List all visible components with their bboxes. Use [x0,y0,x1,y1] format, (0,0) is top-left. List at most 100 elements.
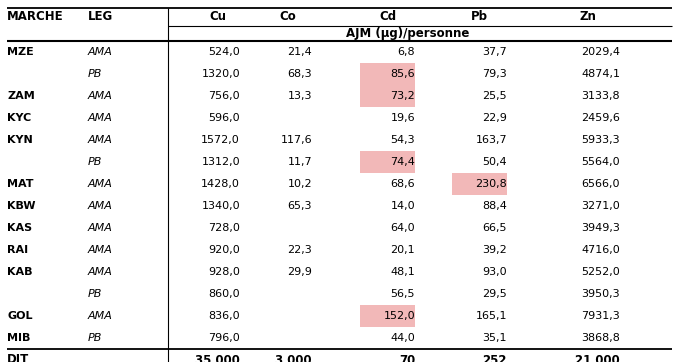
Text: KYN: KYN [7,135,33,145]
Text: 70: 70 [399,354,415,362]
Text: 85,6: 85,6 [390,69,415,79]
Bar [360,85,415,107]
Text: 93,0: 93,0 [482,267,507,277]
Text: 68,3: 68,3 [287,69,312,79]
Text: AJM (µg)/personne: AJM (µg)/personne [347,27,470,40]
Text: 4874,1: 4874,1 [581,69,620,79]
Text: 3 000: 3 000 [275,354,312,362]
Text: 74,4: 74,4 [390,157,415,167]
Text: KBW: KBW [7,201,35,211]
Text: 1572,0: 1572,0 [202,135,240,145]
Text: 1428,0: 1428,0 [201,179,240,189]
Text: 25,5: 25,5 [482,91,507,101]
Text: 35,1: 35,1 [483,333,507,343]
Text: AMA: AMA [88,113,113,123]
Text: 22,9: 22,9 [482,113,507,123]
Text: KAS: KAS [7,223,32,233]
Text: PB: PB [88,333,102,343]
Text: AMA: AMA [88,47,113,57]
Text: 5933,3: 5933,3 [582,135,620,145]
Text: 2029,4: 2029,4 [581,47,620,57]
Text: 3949,3: 3949,3 [581,223,620,233]
Text: 3133,8: 3133,8 [582,91,620,101]
Text: 928,0: 928,0 [208,267,240,277]
Text: 50,4: 50,4 [482,157,507,167]
Text: 19,6: 19,6 [390,113,415,123]
Text: 4716,0: 4716,0 [582,245,620,255]
Text: 1320,0: 1320,0 [202,69,240,79]
Text: 65,3: 65,3 [287,201,312,211]
Bar [360,63,415,85]
Text: AMA: AMA [88,179,113,189]
Text: 2459,6: 2459,6 [581,113,620,123]
Text: 3868,8: 3868,8 [581,333,620,343]
Text: 35 000: 35 000 [195,354,240,362]
Text: AMA: AMA [88,135,113,145]
Bar [360,305,415,327]
Text: 13,3: 13,3 [287,91,312,101]
Text: 5564,0: 5564,0 [582,157,620,167]
Text: 152,0: 152,0 [383,311,415,321]
Text: 88,4: 88,4 [482,201,507,211]
Text: AMA: AMA [88,311,113,321]
Text: AMA: AMA [88,267,113,277]
Text: RAI: RAI [7,245,28,255]
Text: 68,6: 68,6 [390,179,415,189]
Text: 44,0: 44,0 [390,333,415,343]
Text: 29,5: 29,5 [482,289,507,299]
Text: 756,0: 756,0 [208,91,240,101]
Text: MZE: MZE [7,47,34,57]
Bar [452,173,507,195]
Text: 163,7: 163,7 [475,135,507,145]
Text: AMA: AMA [88,91,113,101]
Text: 39,2: 39,2 [482,245,507,255]
Text: Pb: Pb [471,10,488,24]
Text: KAB: KAB [7,267,33,277]
Text: 3950,3: 3950,3 [582,289,620,299]
Text: AMA: AMA [88,201,113,211]
Text: 252: 252 [483,354,507,362]
Text: 56,5: 56,5 [390,289,415,299]
Text: 10,2: 10,2 [287,179,312,189]
Text: 6,8: 6,8 [398,47,415,57]
Text: 7931,3: 7931,3 [582,311,620,321]
Text: 79,3: 79,3 [482,69,507,79]
Text: 20,1: 20,1 [390,245,415,255]
Text: 66,5: 66,5 [483,223,507,233]
Text: MIB: MIB [7,333,31,343]
Text: 54,3: 54,3 [390,135,415,145]
Bar [360,151,415,173]
Text: GOL: GOL [7,311,33,321]
Text: PB: PB [88,157,102,167]
Text: 29,9: 29,9 [287,267,312,277]
Text: 48,1: 48,1 [390,267,415,277]
Text: KYC: KYC [7,113,31,123]
Text: 14,0: 14,0 [390,201,415,211]
Text: 1312,0: 1312,0 [202,157,240,167]
Text: Cd: Cd [379,10,396,24]
Text: DJT: DJT [7,354,29,362]
Text: 1340,0: 1340,0 [202,201,240,211]
Text: AMA: AMA [88,223,113,233]
Text: 230,8: 230,8 [475,179,507,189]
Text: MARCHE: MARCHE [7,10,63,24]
Text: 5252,0: 5252,0 [582,267,620,277]
Text: MAT: MAT [7,179,33,189]
Text: 596,0: 596,0 [208,113,240,123]
Text: 22,3: 22,3 [287,245,312,255]
Text: Co: Co [280,10,296,24]
Text: Zn: Zn [580,10,597,24]
Text: 6566,0: 6566,0 [582,179,620,189]
Text: 117,6: 117,6 [281,135,312,145]
Text: AMA: AMA [88,245,113,255]
Text: 21 000: 21 000 [575,354,620,362]
Text: 920,0: 920,0 [208,245,240,255]
Text: 796,0: 796,0 [208,333,240,343]
Text: 11,7: 11,7 [287,157,312,167]
Text: 3271,0: 3271,0 [582,201,620,211]
Text: 524,0: 524,0 [208,47,240,57]
Text: 73,2: 73,2 [390,91,415,101]
Text: ZAM: ZAM [7,91,35,101]
Text: 836,0: 836,0 [208,311,240,321]
Text: 860,0: 860,0 [208,289,240,299]
